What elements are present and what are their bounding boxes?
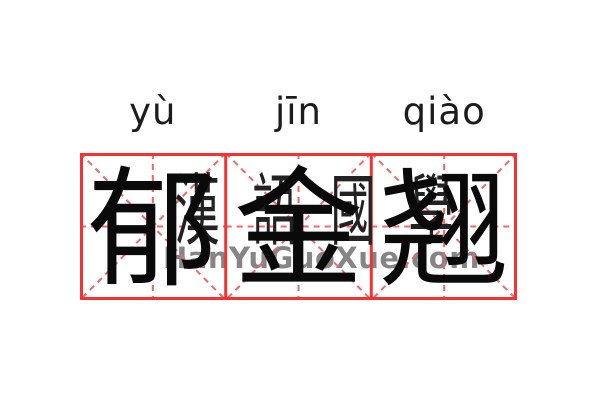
cell1-diagonal-guide-b <box>80 153 227 300</box>
cjk-watermark-char-2: 語 <box>252 167 298 257</box>
cjk-watermark-char-4: 學 <box>408 167 454 257</box>
character-row: 郁 金 翘 <box>80 153 517 300</box>
pinyin-syllable-2: jīn <box>275 90 323 133</box>
cell2-diagonal-guide-b <box>224 153 373 300</box>
pinyin-syllable-3: qiào <box>402 90 486 133</box>
grid-outer-border <box>80 153 517 300</box>
main-character-1: 郁 <box>87 153 218 306</box>
cell3-diagonal-guide-b <box>370 153 517 300</box>
cjk-watermark-char-1: 漢 <box>174 167 220 257</box>
main-character-3: 翘 <box>379 153 510 306</box>
pinyin-row: yù jīn qiào <box>80 90 517 134</box>
pinyin-syllable-1: yù <box>129 90 177 133</box>
cjk-watermark-char-3: 國 <box>330 167 376 257</box>
cjk-watermark: 漢 語 國 學 <box>158 167 453 257</box>
main-character-2: 金 <box>233 153 364 306</box>
character-practice-grid <box>80 153 517 300</box>
